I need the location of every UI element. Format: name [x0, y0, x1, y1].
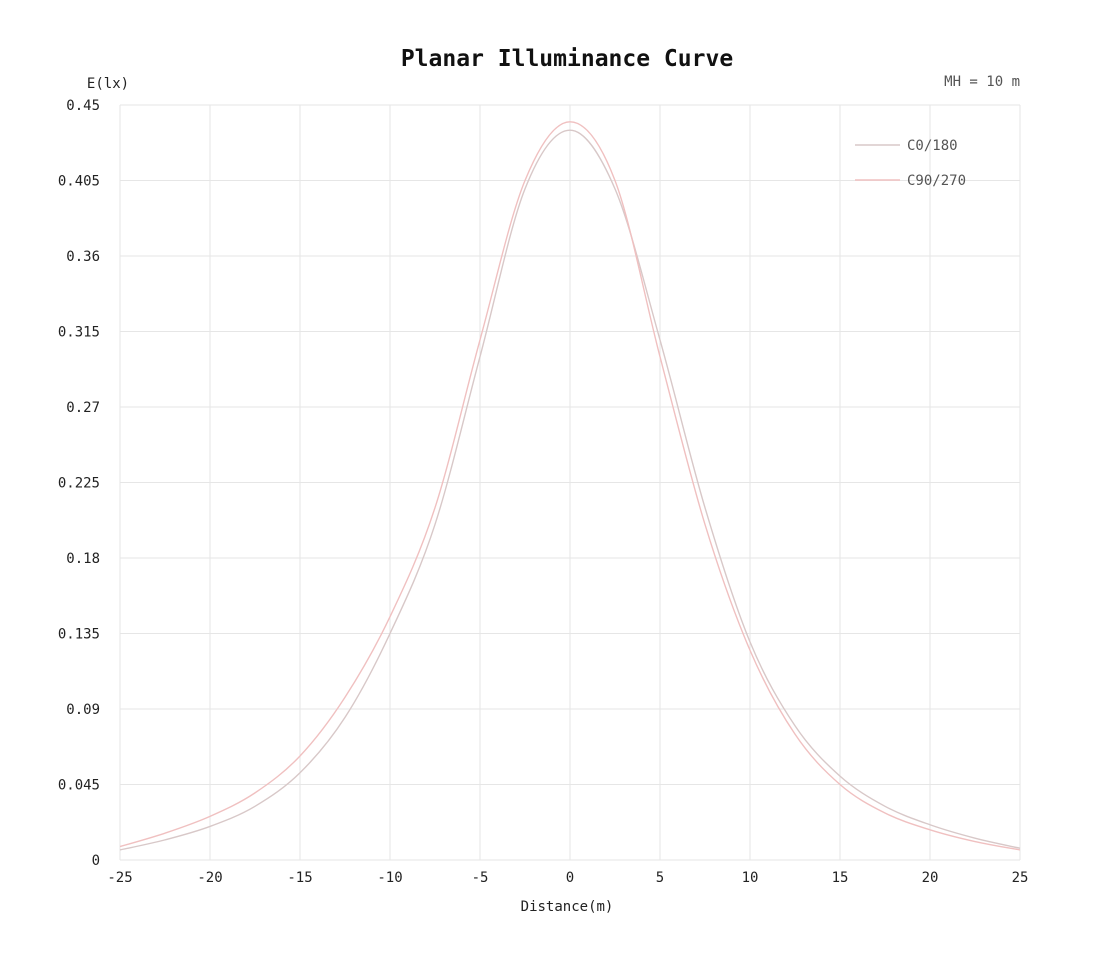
y-tick-label: 0.045	[58, 778, 100, 794]
y-tick-label: 0.09	[66, 702, 100, 718]
x-tick-label: -15	[287, 870, 312, 886]
y-tick-label: 0	[92, 853, 100, 869]
y-axis-label: E(lx)	[87, 76, 129, 92]
grid	[119, 104, 1021, 861]
x-axis-label: Distance(m)	[521, 899, 614, 915]
x-tick-label: 20	[922, 870, 939, 886]
y-tick-label: 0.405	[58, 174, 100, 190]
x-tick-label: 25	[1012, 870, 1029, 886]
x-tick-label: -10	[377, 870, 402, 886]
series-line-c0-180	[119, 129, 1021, 851]
y-tick-label: 0.36	[66, 249, 100, 265]
x-tick-label: 10	[742, 870, 759, 886]
y-tick-label: 0.225	[58, 476, 100, 492]
x-tick-label: 15	[832, 870, 849, 886]
x-tick-label: 5	[656, 870, 664, 886]
x-tick-label: 0	[566, 870, 574, 886]
tick-labels: -25 -20 -15 -10 -5 0 5 10 15 20 25 0 0.045 0.09 0.135 0…	[58, 98, 1029, 886]
series-line-c90-270	[119, 121, 1021, 851]
y-tick-label: 0.18	[66, 551, 100, 567]
y-tick-label: 0.135	[58, 627, 100, 643]
legend-label-c90-270: C90/270	[907, 173, 966, 189]
series-layer	[119, 121, 1021, 851]
legend-label-c0-180: C0/180	[907, 138, 958, 154]
y-tick-label: 0.45	[66, 98, 100, 114]
y-tick-label: 0.315	[58, 325, 100, 341]
chart-title: Planar Illuminance Curve	[401, 46, 733, 72]
legend: C0/180 C90/270	[855, 138, 966, 189]
y-tick-label: 0.27	[66, 400, 100, 416]
x-tick-label: -25	[107, 870, 132, 886]
x-tick-label: -5	[472, 870, 489, 886]
x-tick-label: -20	[197, 870, 222, 886]
mounting-height-annotation: MH = 10 m	[944, 74, 1020, 90]
